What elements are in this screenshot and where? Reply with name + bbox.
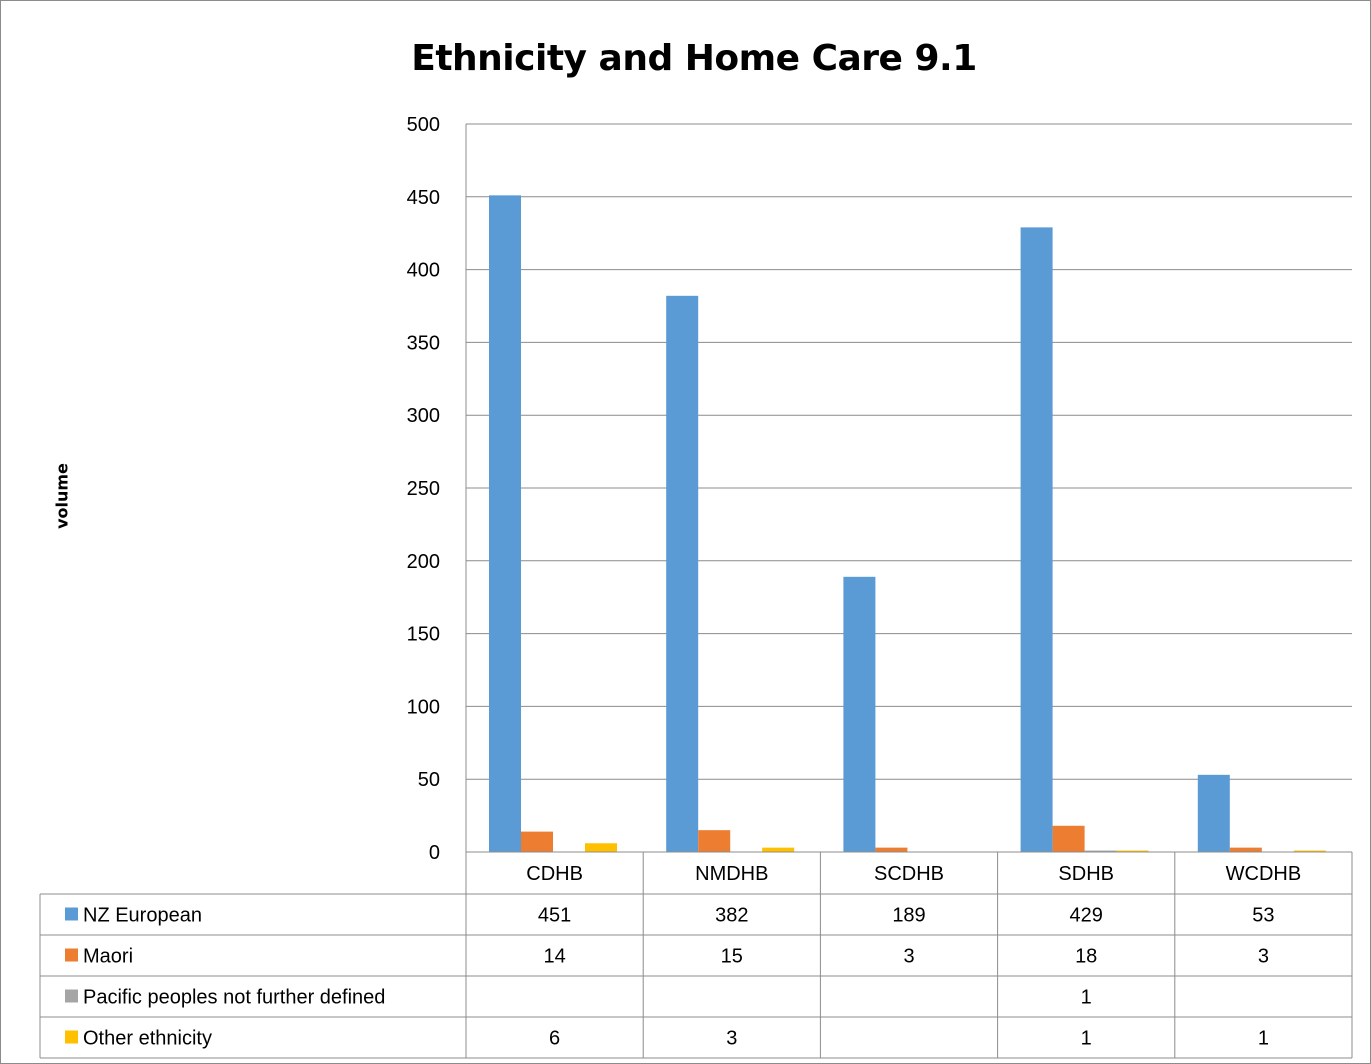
bar-maori-cdhb [521, 831, 553, 852]
y-tick-label-100: 100 [407, 696, 440, 718]
category-label-sdhb: SDHB [1058, 863, 1114, 885]
y-tick-label-50: 50 [418, 769, 440, 791]
legend-label-maori: Maori [83, 946, 133, 968]
y-tick-label-400: 400 [407, 260, 440, 282]
data-label-nz-european-nmdhb: 382 [715, 905, 748, 927]
category-label-wcdhb: WCDHB [1226, 863, 1302, 885]
data-label-other-ethnicity-cdhb: 6 [549, 1028, 560, 1050]
y-tick-label-500: 500 [407, 114, 440, 136]
bar-maori-sdhb [1052, 825, 1085, 852]
data-label-maori-wcdhb: 3 [1258, 946, 1269, 968]
y-tick-label-350: 350 [407, 332, 440, 354]
legend-key-nz-european [65, 907, 78, 921]
bar-nz-european-nmdhb [666, 295, 699, 853]
data-label-nz-european-sdhb: 429 [1070, 905, 1103, 927]
legend-key-pacific-peoples-not-further-defined [65, 989, 78, 1003]
data-label-nz-european-scdhb: 189 [892, 905, 925, 927]
data-label-other-ethnicity-wcdhb: 1 [1258, 1028, 1269, 1050]
data-label-maori-scdhb: 3 [903, 946, 914, 968]
bar-other-ethnicity-wcdhb [1293, 850, 1326, 852]
legend-label-nz-european: NZ European [83, 905, 202, 927]
data-label-maori-nmdhb: 15 [721, 946, 743, 968]
bar-maori-wcdhb [1229, 847, 1262, 852]
data-label-other-ethnicity-nmdhb: 3 [726, 1028, 737, 1050]
legend-label-pacific-peoples-not-further-defined: Pacific peoples not further defined [83, 987, 385, 1009]
y-tick-label-250: 250 [407, 478, 440, 500]
bar-nz-european-cdhb [489, 195, 521, 852]
legend-key-other-ethnicity [65, 1030, 78, 1044]
y-tick-label-150: 150 [407, 624, 440, 646]
data-label-maori-cdhb: 14 [543, 946, 565, 968]
y-tick-label-200: 200 [407, 551, 440, 573]
legend-label-other-ethnicity: Other ethnicity [83, 1028, 212, 1050]
bar-maori-nmdhb [698, 830, 731, 852]
data-label-pacific-peoples-not-further-defined-sdhb: 1 [1081, 987, 1092, 1009]
y-tick-label-300: 300 [407, 405, 440, 427]
data-label-maori-sdhb: 18 [1075, 946, 1097, 968]
legend-key-maori [65, 948, 78, 962]
data-label-nz-european-wcdhb: 53 [1252, 905, 1274, 927]
bar-pacific-peoples-not-further-defined-sdhb [1084, 850, 1117, 852]
data-label-other-ethnicity-sdhb: 1 [1081, 1028, 1092, 1050]
data-label-nz-european-cdhb: 451 [538, 905, 571, 927]
category-label-cdhb: CDHB [526, 863, 583, 885]
bar-maori-scdhb [875, 847, 908, 852]
y-tick-label-450: 450 [407, 187, 440, 209]
bar-nz-european-wcdhb [1197, 774, 1230, 852]
bar-nz-european-scdhb [843, 576, 876, 852]
bar-nz-european-sdhb [1020, 227, 1053, 853]
category-label-nmdhb: NMDHB [695, 863, 768, 885]
bar-other-ethnicity-sdhb [1116, 850, 1149, 852]
y-tick-label-0: 0 [429, 842, 440, 864]
chart-title: Ethnicity and Home Care 9.1 [411, 38, 977, 79]
bar-other-ethnicity-cdhb [585, 843, 617, 852]
category-label-scdhb: SCDHB [874, 863, 944, 885]
bar-other-ethnicity-nmdhb [762, 847, 795, 852]
